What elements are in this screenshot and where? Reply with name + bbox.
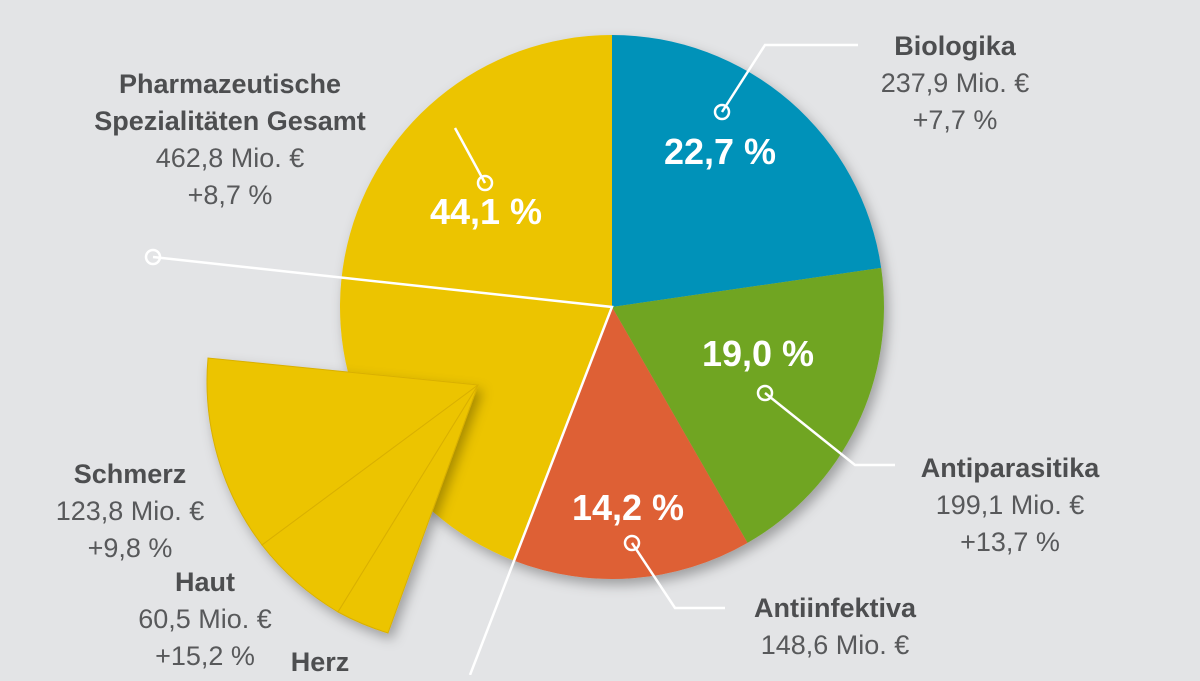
leader-antiinfektiva-dot	[623, 534, 641, 552]
label-haut: Haut 60,5 Mio. € +15,2 %	[105, 564, 305, 675]
label-name: Herz	[290, 647, 350, 677]
label-name-line2: Spezialitäten Gesamt	[94, 106, 366, 136]
leader-antiparasitika	[764, 392, 895, 467]
label-change: +8,7 %	[187, 180, 273, 210]
label-value: 148,6 Mio. €	[760, 630, 910, 660]
pct-label-pharma: 44,1 %	[430, 191, 542, 232]
label-name: Biologika	[894, 31, 1016, 61]
label-value: 462,8 Mio. €	[155, 143, 305, 173]
leader-biologika-dot	[713, 103, 731, 121]
leader-sub-slices-dot	[144, 248, 162, 266]
label-value: 237,9 Mio. €	[880, 68, 1030, 98]
label-name: Haut	[175, 567, 235, 597]
label-value: 123,8 Mio. €	[55, 496, 205, 526]
leader-pharma	[453, 127, 487, 184]
label-name-line1: Pharmazeutische	[118, 69, 342, 99]
leader-antiparasitika-dot	[756, 384, 774, 402]
pct-label-antiinfektiva: 14,2 %	[572, 487, 684, 528]
pct-label-antiparasitika: 19,0 %	[702, 333, 814, 374]
leader-pharma-dot	[476, 174, 494, 192]
pie-slice-antiparasitika	[612, 267, 884, 543]
pie-slice-biologika	[612, 35, 882, 307]
label-change: +13,7 %	[960, 527, 1060, 557]
label-herz: Herz	[270, 644, 370, 681]
label-antiinfektiva: Antiinfektiva 148,6 Mio. €	[725, 590, 945, 664]
label-change: +7,7 %	[912, 105, 998, 135]
label-name: Antiparasitika	[920, 453, 1100, 483]
label-change: +9,8 %	[87, 533, 173, 563]
label-value: 199,1 Mio. €	[935, 490, 1085, 520]
label-pharma: Pharmazeutische Spezialitäten Gesamt 462…	[55, 66, 405, 214]
leader-sub-slices	[152, 255, 614, 675]
leader-biologika	[720, 43, 858, 113]
label-biologika: Biologika 237,9 Mio. € +7,7 %	[855, 28, 1055, 139]
label-name: Schmerz	[73, 459, 187, 489]
label-change: +15,2 %	[155, 641, 255, 671]
sub-slice-herz	[337, 384, 479, 634]
leader-antiinfektiva	[630, 542, 725, 610]
label-antiparasitika: Antiparasitika 199,1 Mio. € +13,7 %	[890, 450, 1130, 561]
label-schmerz: Schmerz 123,8 Mio. € +9,8 %	[30, 456, 230, 567]
pie-slice-antiinfektiva	[513, 307, 748, 579]
label-name: Antiinfektiva	[753, 593, 917, 623]
label-value: 60,5 Mio. €	[138, 604, 272, 634]
sub-slice-schmerz	[206, 357, 480, 546]
pct-label-biologika: 22,7 %	[664, 131, 776, 172]
